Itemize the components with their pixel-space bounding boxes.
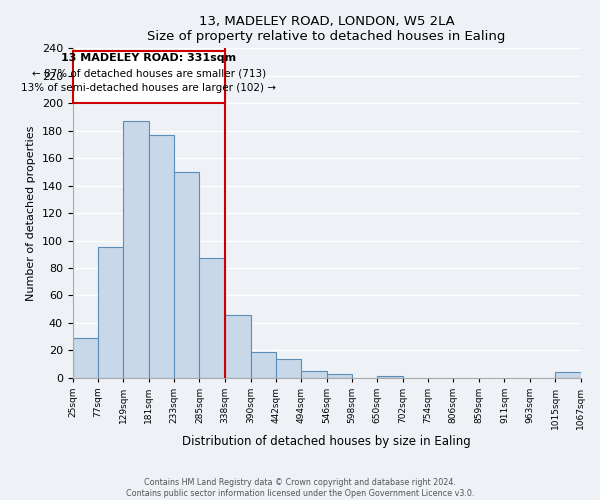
Bar xyxy=(326,374,352,378)
Bar xyxy=(555,372,581,378)
Bar xyxy=(276,358,301,378)
Bar xyxy=(73,338,98,378)
Bar xyxy=(301,371,326,378)
Text: ← 87% of detached houses are smaller (713): ← 87% of detached houses are smaller (71… xyxy=(32,68,266,78)
Y-axis label: Number of detached properties: Number of detached properties xyxy=(26,126,36,300)
Title: 13, MADELEY ROAD, LONDON, W5 2LA
Size of property relative to detached houses in: 13, MADELEY ROAD, LONDON, W5 2LA Size of… xyxy=(148,15,506,43)
Bar xyxy=(174,172,199,378)
Bar xyxy=(377,376,403,378)
Text: 13 MADELEY ROAD: 331sqm: 13 MADELEY ROAD: 331sqm xyxy=(61,53,236,63)
Bar xyxy=(199,258,225,378)
X-axis label: Distribution of detached houses by size in Ealing: Distribution of detached houses by size … xyxy=(182,434,471,448)
Bar xyxy=(251,352,276,378)
Text: Contains HM Land Registry data © Crown copyright and database right 2024.
Contai: Contains HM Land Registry data © Crown c… xyxy=(126,478,474,498)
Bar xyxy=(149,135,174,378)
Bar xyxy=(124,121,149,378)
Bar xyxy=(98,248,124,378)
Text: 13% of semi-detached houses are larger (102) →: 13% of semi-detached houses are larger (… xyxy=(22,83,277,93)
FancyBboxPatch shape xyxy=(73,51,225,103)
Bar xyxy=(225,314,251,378)
